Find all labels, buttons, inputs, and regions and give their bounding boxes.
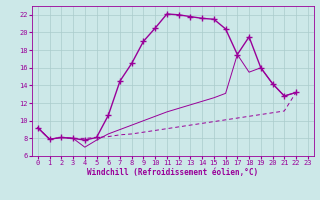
X-axis label: Windchill (Refroidissement éolien,°C): Windchill (Refroidissement éolien,°C) [87, 168, 258, 177]
